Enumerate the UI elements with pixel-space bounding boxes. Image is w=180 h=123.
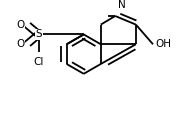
Text: O: O (16, 20, 24, 30)
Text: S: S (35, 29, 42, 39)
Text: O: O (16, 39, 24, 49)
Text: Cl: Cl (33, 57, 44, 67)
Text: N: N (118, 0, 126, 10)
Text: OH: OH (155, 39, 171, 49)
